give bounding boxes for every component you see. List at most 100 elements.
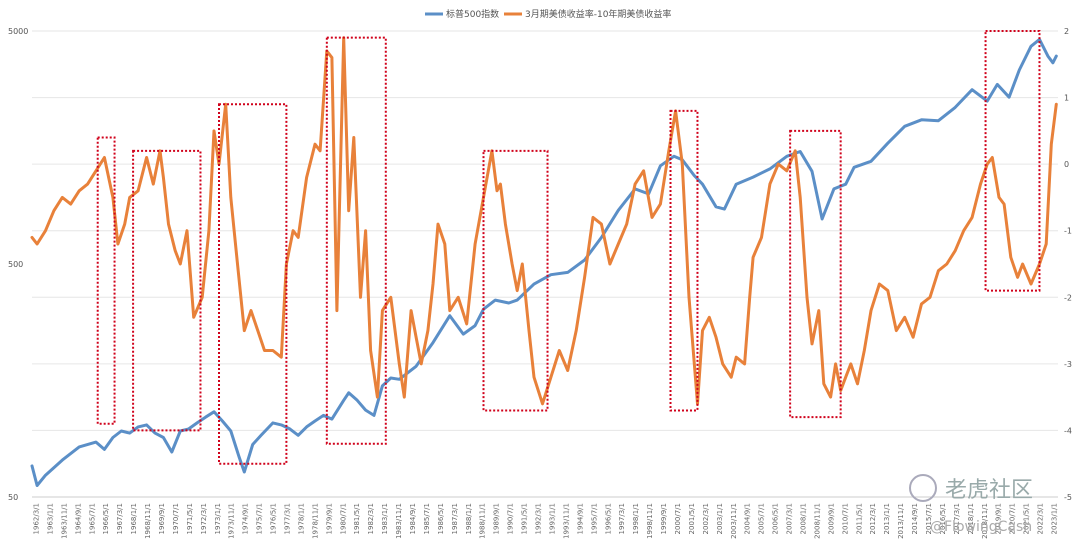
x-tick-label: 1993/1/1 — [548, 503, 556, 534]
x-tick-label: 2003/1/1 — [716, 503, 724, 534]
grid-lines — [32, 30, 1058, 498]
x-tick-label: 1993/11/1 — [562, 503, 570, 539]
highlight-box — [96, 136, 116, 425]
x-tick-label: 2018/1/1 — [967, 503, 975, 534]
x-tick-label: 1968/11/1 — [144, 503, 152, 539]
x-tick-label: 1994/9/1 — [576, 503, 584, 534]
right-tick-label: 1 — [1064, 94, 1069, 103]
x-tick-label: 1978/1/1 — [297, 503, 305, 534]
x-tick-label: 1977/3/1 — [284, 503, 292, 534]
watermark-brand: 老虎社区 — [945, 478, 1033, 503]
x-tick-label: 1969/9/1 — [158, 503, 166, 534]
x-tick-label: 1999/9/1 — [660, 503, 668, 534]
x-tick-label: 1986/5/1 — [437, 503, 445, 534]
x-tick-label: 1964/9/1 — [74, 503, 82, 534]
x-tick-label: 2014/9/1 — [911, 503, 919, 534]
x-tick-label: 2010/7/1 — [841, 503, 849, 534]
series-line-sp500 — [30, 37, 1058, 487]
x-tick-label: 1990/7/1 — [507, 503, 515, 534]
right-tick-label: -1 — [1064, 227, 1072, 236]
right-tick-label: -3 — [1064, 360, 1072, 369]
right-axis-ticks: 2 1 0 -1 -2 -3 -4 -5 — [1064, 27, 1072, 502]
x-tick-label: 1962/3/1 — [33, 503, 41, 534]
x-tick-label: 1996/5/1 — [604, 503, 612, 534]
x-tick-label: 2015/7/1 — [925, 503, 933, 534]
x-tick-label: 1974/9/1 — [242, 503, 250, 534]
x-tick-label: 1970/7/1 — [172, 503, 180, 534]
x-tick-label: 1973/11/1 — [228, 503, 236, 539]
x-tick-label: 2006/5/1 — [772, 503, 780, 534]
x-tick-label: 2005/7/1 — [758, 503, 766, 534]
highlight-box — [132, 149, 202, 432]
legend: 标普500指数 3月期美债收益率-10年期美债收益率 — [425, 8, 671, 20]
x-tick-label: 2011/5/1 — [855, 503, 863, 534]
series-lines — [30, 36, 1058, 487]
highlight-box — [984, 30, 1041, 292]
left-axis-ticks: 5000 500 50 — [8, 27, 28, 502]
x-tick-label: 1985/7/1 — [423, 503, 431, 534]
x-tick-label: 1987/3/1 — [451, 503, 459, 534]
x-tick-label: 2013/11/1 — [897, 503, 905, 539]
highlight-box — [218, 103, 288, 465]
x-tick-label: 1983/11/1 — [395, 503, 403, 539]
x-tick-label: 1978/11/1 — [311, 503, 319, 539]
x-tick-label: 1981/5/1 — [353, 503, 361, 534]
x-tick-label: 1965/7/1 — [88, 503, 96, 534]
x-tick-label: 1988/1/1 — [465, 503, 473, 534]
x-tick-label: 1991/5/1 — [521, 503, 529, 534]
x-tick-label: 1998/1/1 — [632, 503, 640, 534]
highlight-box — [669, 109, 699, 412]
highlight-boxes — [96, 30, 1041, 465]
x-tick-label: 1989/9/1 — [493, 503, 501, 534]
x-tick-label: 2013/1/1 — [883, 503, 891, 534]
x-axis-ticks: 1962/3/1 1963/1/1 1963/11/1 1964/9/1 1965/7/… — [33, 503, 1059, 539]
left-tick-label: 50 — [8, 493, 18, 502]
left-tick-label: 500 — [8, 260, 23, 269]
x-tick-label: 2004/9/1 — [744, 503, 752, 534]
highlight-box — [325, 36, 387, 445]
x-tick-label: 2021/5/1 — [1023, 503, 1031, 534]
x-tick-label: 1975/7/1 — [256, 503, 264, 534]
left-tick-label: 5000 — [8, 27, 28, 36]
x-tick-label: 1976/5/1 — [270, 503, 278, 534]
x-tick-label: 2007/3/1 — [786, 503, 794, 534]
x-tick-label: 1967/3/1 — [116, 503, 124, 534]
x-tick-label: 1980/7/1 — [339, 503, 347, 534]
x-tick-label: 1997/3/1 — [618, 503, 626, 534]
x-tick-label: 2008/11/1 — [813, 503, 821, 539]
x-tick-label: 1971/5/1 — [186, 503, 194, 534]
watermark-handle: @FlowingCash — [930, 519, 1032, 535]
x-tick-label: 2019/9/1 — [995, 503, 1003, 534]
x-tick-label: 1992/3/1 — [535, 503, 543, 534]
right-tick-label: 0 — [1064, 160, 1069, 169]
x-tick-label: 1998/11/1 — [646, 503, 654, 539]
right-tick-label: -2 — [1064, 293, 1072, 302]
x-tick-label: 2003/11/1 — [730, 503, 738, 539]
x-tick-label: 1973/1/1 — [214, 503, 222, 534]
x-tick-label: 1972/3/1 — [200, 503, 208, 534]
x-tick-label: 1988/11/1 — [479, 503, 487, 539]
legend-label-spread: 3月期美债收益率-10年期美债收益率 — [525, 8, 671, 20]
x-tick-label: 2012/3/1 — [869, 503, 877, 534]
x-tick-label: 2000/7/1 — [674, 503, 682, 534]
x-tick-label: 1983/1/1 — [381, 503, 389, 534]
watermark: 老虎社区 @FlowingCash — [909, 474, 1033, 535]
highlight-box — [789, 129, 842, 419]
x-tick-label: 1995/7/1 — [590, 503, 598, 534]
x-tick-label: 2023/1/1 — [1051, 503, 1059, 534]
x-tick-label: 2001/5/1 — [688, 503, 696, 534]
right-tick-label: 2 — [1064, 27, 1069, 36]
x-tick-label: 2022/3/1 — [1037, 503, 1045, 534]
x-tick-label: 1984/9/1 — [409, 503, 417, 534]
highlight-box — [482, 149, 549, 412]
x-tick-label: 1963/11/1 — [60, 503, 68, 539]
right-tick-label: -5 — [1064, 493, 1072, 502]
series-line-spread — [30, 36, 1058, 406]
x-tick-label: 2018/11/1 — [981, 503, 989, 539]
x-tick-label: 1979/9/1 — [325, 503, 333, 534]
x-tick-label: 1966/5/1 — [102, 503, 110, 534]
x-tick-label: 2002/3/1 — [702, 503, 710, 534]
x-tick-label: 1968/1/1 — [130, 503, 138, 534]
x-tick-label: 2016/5/1 — [939, 503, 947, 534]
